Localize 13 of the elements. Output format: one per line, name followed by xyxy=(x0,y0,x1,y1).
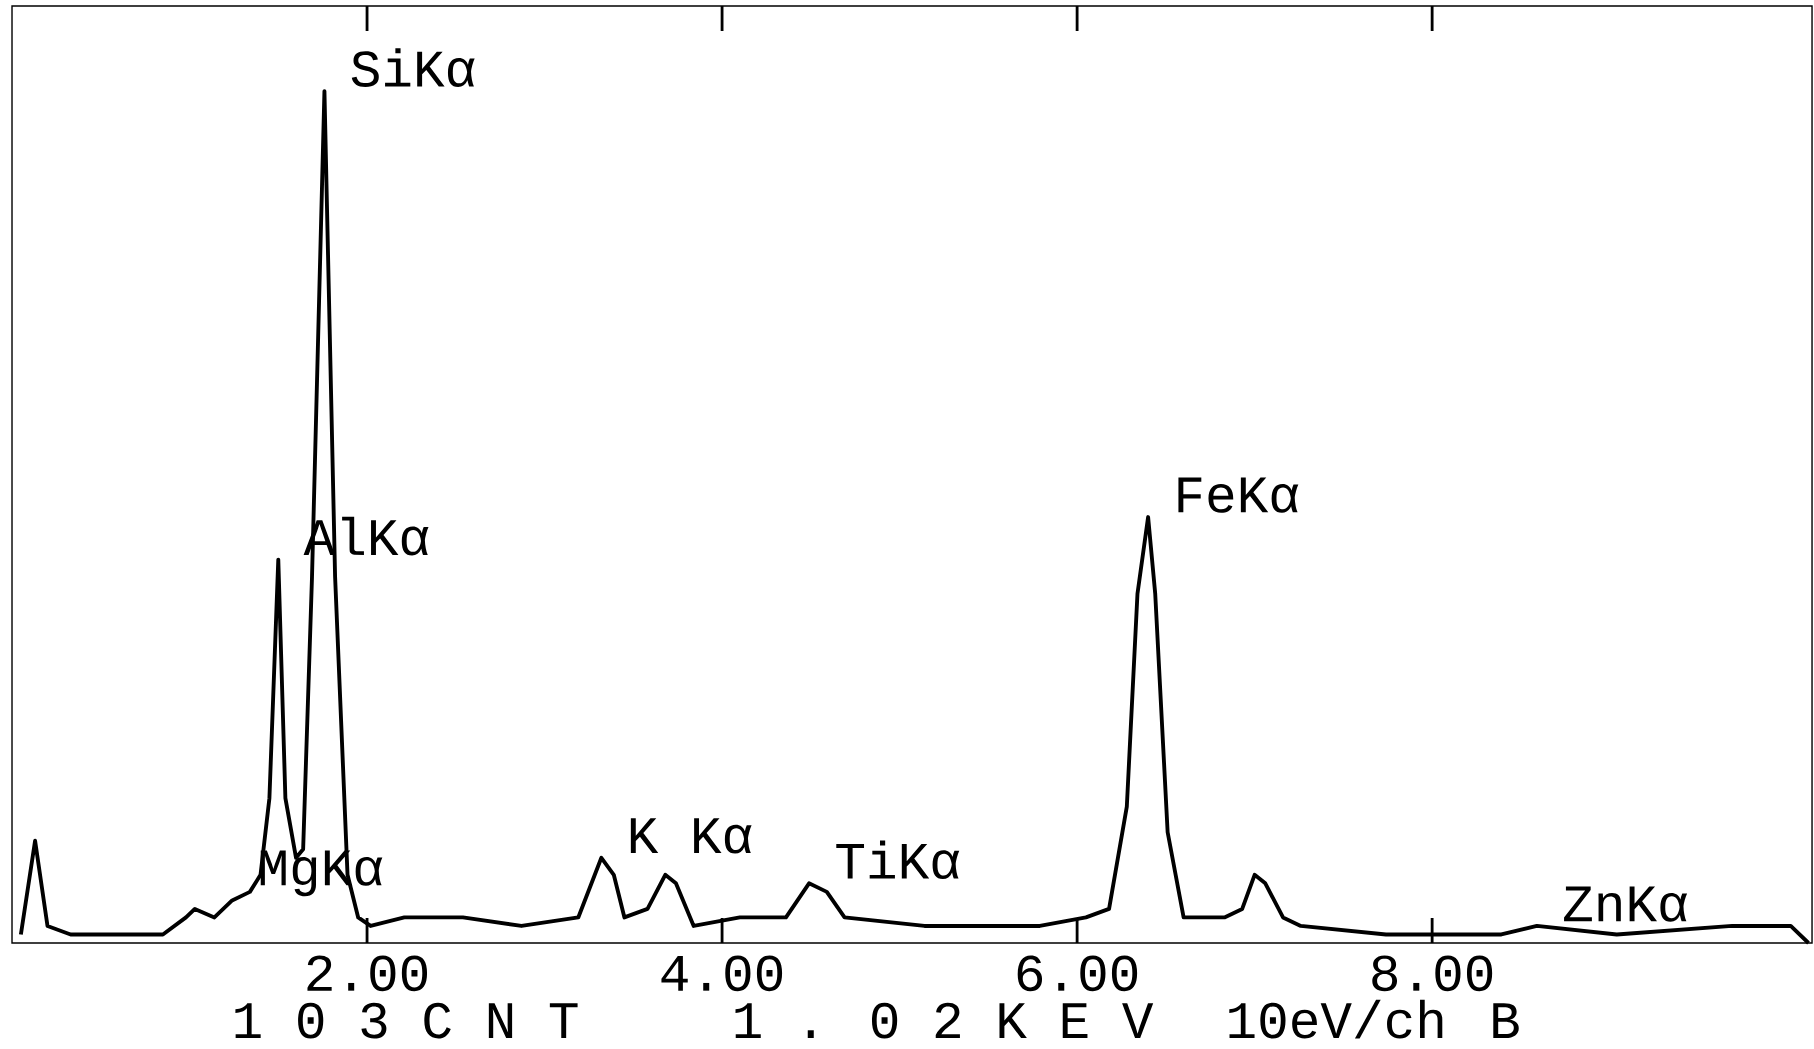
x-tick-label: 4.00 xyxy=(661,955,783,992)
x-tick-label: 2.00 xyxy=(307,955,428,992)
annotation: ZnKα xyxy=(1564,886,1688,922)
annotation: FeKα xyxy=(1178,477,1299,513)
annotation: K Kα xyxy=(630,818,752,854)
text: 1 0 3 C N T xyxy=(235,1002,578,1039)
text: 10eV/ch xyxy=(1229,999,1443,1039)
annotation: TiKα xyxy=(836,840,960,880)
text: 1 . 0 2 K E V xyxy=(735,1002,1154,1039)
x-tick-label: 8.00 xyxy=(1372,955,1493,992)
annotation: SiKα xyxy=(351,48,475,87)
text: B xyxy=(1493,1003,1519,1038)
x-tick-label: 6.00 xyxy=(1017,955,1138,992)
